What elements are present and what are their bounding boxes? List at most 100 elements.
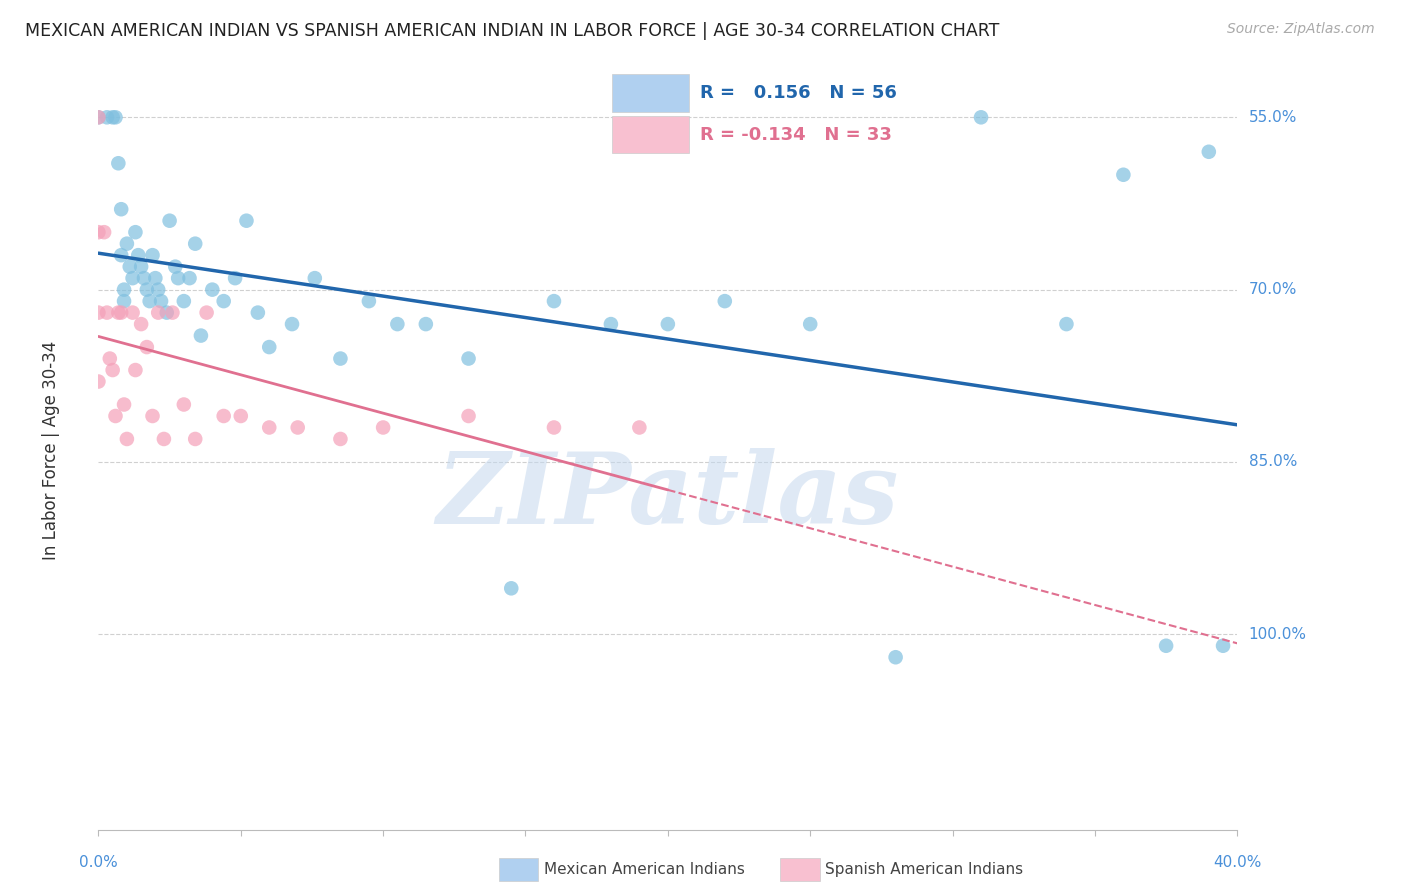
Point — [141, 248, 163, 262]
Text: 70.0%: 70.0% — [1249, 282, 1298, 297]
Point — [329, 351, 352, 366]
Point — [129, 260, 152, 274]
Point — [799, 317, 821, 331]
Point — [104, 111, 127, 125]
Point — [110, 248, 132, 262]
Point — [112, 294, 135, 309]
Point — [167, 271, 190, 285]
Point — [101, 363, 124, 377]
Point — [1212, 639, 1234, 653]
Point — [190, 328, 212, 343]
Point — [141, 409, 163, 423]
Point — [98, 351, 121, 366]
Point — [112, 397, 135, 411]
Point — [121, 271, 143, 285]
Point — [110, 305, 132, 319]
Point — [201, 283, 224, 297]
Point — [148, 283, 170, 297]
Point — [124, 225, 146, 239]
Text: Spanish American Indians: Spanish American Indians — [825, 863, 1024, 877]
Point — [93, 225, 115, 239]
Point — [150, 294, 173, 309]
Point — [1154, 639, 1177, 653]
Point — [259, 420, 281, 434]
Point — [212, 409, 235, 423]
Point — [1198, 145, 1220, 159]
Point — [179, 271, 201, 285]
Text: 55.0%: 55.0% — [1249, 110, 1298, 125]
Point — [101, 111, 124, 125]
Point — [87, 111, 110, 125]
Point — [118, 260, 141, 274]
Point — [1056, 317, 1078, 331]
Point — [148, 305, 170, 319]
Point — [543, 420, 565, 434]
Point — [714, 294, 737, 309]
Point — [281, 317, 304, 331]
Point — [165, 260, 187, 274]
Point — [235, 213, 257, 227]
Point — [112, 283, 135, 297]
Point — [628, 420, 651, 434]
Point — [87, 305, 110, 319]
Point — [184, 432, 207, 446]
Point — [457, 351, 479, 366]
Point — [107, 305, 129, 319]
Point — [115, 432, 138, 446]
Point — [124, 363, 146, 377]
Text: ZIPatlas: ZIPatlas — [437, 448, 898, 544]
Point — [138, 294, 160, 309]
Text: 0.0%: 0.0% — [79, 855, 118, 870]
Text: R =   0.156   N = 56: R = 0.156 N = 56 — [700, 84, 897, 102]
Point — [115, 236, 138, 251]
Point — [87, 375, 110, 389]
Point — [135, 340, 157, 354]
Point — [259, 340, 281, 354]
Text: 100.0%: 100.0% — [1249, 627, 1306, 641]
Point — [135, 283, 157, 297]
Point — [415, 317, 437, 331]
Point — [173, 294, 195, 309]
Point — [153, 432, 176, 446]
Text: R = -0.134   N = 33: R = -0.134 N = 33 — [700, 126, 891, 144]
Text: MEXICAN AMERICAN INDIAN VS SPANISH AMERICAN INDIAN IN LABOR FORCE | AGE 30-34 CO: MEXICAN AMERICAN INDIAN VS SPANISH AMERI… — [25, 22, 1000, 40]
Point — [457, 409, 479, 423]
Point — [304, 271, 326, 285]
Point — [373, 420, 395, 434]
Point — [246, 305, 269, 319]
Point — [87, 225, 110, 239]
Point — [195, 305, 218, 319]
Point — [600, 317, 623, 331]
Point — [162, 305, 184, 319]
Point — [129, 317, 152, 331]
Point — [107, 156, 129, 170]
Text: Mexican American Indians: Mexican American Indians — [544, 863, 745, 877]
Text: Source: ZipAtlas.com: Source: ZipAtlas.com — [1227, 22, 1375, 37]
Point — [287, 420, 309, 434]
Point — [501, 582, 523, 596]
Point — [387, 317, 409, 331]
Point — [229, 409, 252, 423]
Point — [110, 202, 132, 217]
Point — [87, 111, 110, 125]
Point — [132, 271, 155, 285]
Point — [184, 236, 207, 251]
Text: 40.0%: 40.0% — [1213, 855, 1261, 870]
Point — [145, 271, 167, 285]
Point — [104, 409, 127, 423]
Point — [173, 397, 195, 411]
Text: 85.0%: 85.0% — [1249, 454, 1298, 469]
Point — [543, 294, 565, 309]
Point — [224, 271, 246, 285]
Point — [156, 305, 179, 319]
Point — [1112, 168, 1135, 182]
Point — [970, 111, 993, 125]
Point — [212, 294, 235, 309]
Point — [96, 111, 118, 125]
Point — [121, 305, 143, 319]
Point — [657, 317, 679, 331]
Text: In Labor Force | Age 30-34: In Labor Force | Age 30-34 — [42, 341, 59, 560]
Point — [96, 305, 118, 319]
Point — [127, 248, 149, 262]
Point — [159, 213, 181, 227]
